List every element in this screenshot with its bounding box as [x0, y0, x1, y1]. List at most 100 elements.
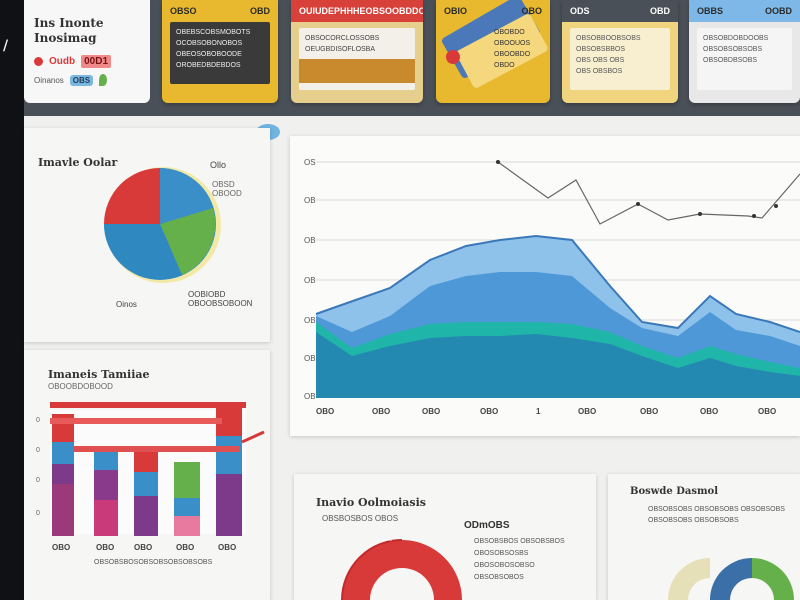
- bar-chart-panel: Imaneis Tamiiae OBOOBDOBOOD 0 0 0 0 OBO: [24, 350, 270, 600]
- mini-donut-segment: [710, 558, 752, 600]
- donut-chart-panel: Inavio Oolmoiasis OBSBOSBOS OBOS —·— ODm…: [294, 474, 596, 600]
- kpi-card-4-body: OBSOBBOOBSOBS OBSOBSBBOS OBS OBS OBS OBS…: [570, 28, 670, 90]
- bar-chart-footer: OBSOBSBOSOBSOBSOBSOBSOBS: [94, 559, 213, 566]
- area-series-base: [316, 332, 800, 398]
- kpi-card-3-head-left: OBIO: [444, 6, 468, 16]
- window-edge: /: [0, 0, 24, 600]
- pie-slice: [104, 168, 160, 224]
- brand-badge-text: Oudb: [49, 56, 76, 67]
- bar-chart-title: Imaneis Tamiiae: [48, 368, 150, 381]
- kpi-card-4-head-left: ODS: [570, 6, 590, 16]
- area-y-axis: OS OB OB OB OB OB OB: [304, 158, 316, 401]
- bar-segment: [134, 496, 158, 536]
- brand-card[interactable]: Ins Inonte Inosimag Oudb 00D1 Oinanos OB…: [24, 0, 150, 103]
- kpi-card-4-line: OBS OBSBOS: [576, 68, 623, 75]
- area-x-tick: 1: [536, 407, 541, 416]
- kpi-card-1-body: OBEBSCOBSMOBOTS OCOBSOBONOBOS OBEOSOBOBO…: [170, 22, 270, 84]
- kpi-card-5-line: OBSOBSOBSOBS: [703, 46, 763, 53]
- status-dot-icon: [34, 57, 43, 66]
- donut-inner-label: —·—: [378, 538, 392, 544]
- trend-point: [496, 160, 500, 164]
- trend-point: [698, 212, 702, 216]
- area-y-tick: OB: [304, 276, 316, 285]
- pin-icon: [446, 50, 460, 64]
- brand-title: Ins Inonte Inosimag: [34, 16, 104, 45]
- area-x-tick: OBO: [422, 407, 440, 416]
- pie-footer-right: OOBIOBD OBOOBSOBOON: [188, 290, 253, 308]
- kpi-card-1-head-left: OBSO: [170, 6, 197, 16]
- kpi-card-5-line: OBSOBDOBDOOBS: [703, 35, 769, 42]
- bar-segment: [94, 500, 118, 536]
- kpi-card-1-line: OCOBSOBONOBOS: [176, 40, 243, 47]
- kpi-card-3-line: OBOOUOS: [494, 40, 531, 47]
- kpi-card-2-body: OBSOCORCLOSSOBS OEUGBDISOFLOSBA: [299, 28, 415, 90]
- kpi-card-2-line: OEUGBDISOFLOSBA: [305, 46, 376, 53]
- mini-donut-segment: [752, 558, 794, 600]
- donut-chart: —·—: [341, 538, 462, 600]
- bar-chart: 0 0 0 0 OBO OBO OBO OBO OBO: [36, 402, 265, 566]
- kpi-card-4-line: OBSOBBOOBSOBS: [576, 35, 641, 42]
- bar-y-tick: 0: [36, 510, 40, 517]
- bar-highlight-band: [74, 446, 239, 452]
- kpi-card-3[interactable]: OBIO OBO OBOBDO OBOOUOS OBOOBDO OBDO: [436, 0, 550, 103]
- kpi-card-2-line: OBSOCORCLOSSOBS: [305, 35, 380, 42]
- kpi-card-1-line: OROBEDBDEBDOS: [176, 62, 241, 69]
- kpi-card-3-line: OBDO: [494, 62, 515, 69]
- kpi-card-1[interactable]: OBSO OBD OBEBSCOBSMOBOTS OCOBSOBONOBOS O…: [162, 0, 278, 103]
- pie-side-sublabel: OBSD OBOOD: [212, 180, 242, 198]
- bar-y-tick: 0: [36, 417, 40, 424]
- bar-y-tick: 0: [36, 477, 40, 484]
- area-y-tick: OB: [304, 354, 316, 363]
- pie-chart: [104, 167, 221, 283]
- bar-segment: [174, 516, 200, 536]
- mini-chart-title: Boswde Dasmol: [630, 486, 719, 497]
- kpi-card-1-head-right: OBD: [250, 6, 270, 16]
- kpi-card-5[interactable]: OBBS OOBD OBSOBDOBDOOBS OBSOBSOBSOBS OBS…: [689, 0, 800, 103]
- donut-chart-title: Inavio Oolmoiasis: [316, 496, 426, 509]
- kpi-card-3-line: OBOBDO: [494, 29, 525, 36]
- kpi-card-4-line: OBS OBS OBS: [576, 57, 625, 64]
- area-y-tick: OB: [304, 236, 316, 245]
- donut-legend-lines: OBSOBSBOS OBSOBSBOS OBOSOBSOSBS OBOSOBOS…: [474, 538, 565, 581]
- mini-chart-lines: OBSOBSOBS OBSOBSOBS OBSOBSOBS OBSOBSOBS …: [648, 506, 785, 524]
- kpi-card-2[interactable]: OUIUDEPHHHEOBS OOBDDOD OBSOCORCLOSSOBS O…: [291, 0, 423, 103]
- bar-chart-subtitle: OBOOBDOBOOD: [48, 382, 113, 391]
- bar-y-tick: 0: [36, 447, 40, 454]
- area-x-axis: OBO OBO OBO OBO 1 OBO OBO OBO OBO: [316, 407, 776, 416]
- trend-point: [636, 202, 640, 206]
- bar-segment: [52, 484, 74, 536]
- area-x-tick: OBO: [316, 407, 334, 416]
- donut-legend-title: ODmOBS: [464, 520, 510, 531]
- mini-chart-panel: Boswde Dasmol OBSOBSOBS OBSOBSOBS OBSOBS…: [608, 474, 800, 600]
- bar-segment: [216, 474, 242, 536]
- pie-footer-left: Oinos: [116, 300, 137, 309]
- area-chart: OS OB OB OB OB OB OB OBO OBO OBO OBO 1 O…: [304, 158, 800, 416]
- kpi-card-5-head-right: OOBD: [765, 6, 792, 16]
- area-x-tick: OBO: [578, 407, 596, 416]
- donut-chart-subtitle: OBSBOSBOS OBOS: [322, 514, 399, 523]
- area-series-upper-line: [315, 234, 800, 333]
- kpi-card-5-body: OBSOBDOBDOOBS OBSOBSOBSOBS OBSOBDBSOBS: [697, 28, 792, 90]
- trend-point: [774, 204, 778, 208]
- brand-footer-text: Oinanos: [34, 75, 64, 85]
- kpi-card-3-head-right: OBO: [521, 6, 542, 16]
- kpi-card-4[interactable]: ODS OBD OBSOBBOOBSOBS OBSOBSBBOS OBS OBS…: [562, 0, 678, 103]
- area-y-tick: OB: [304, 392, 316, 401]
- pie-slice: [104, 224, 182, 280]
- area-x-tick: OBO: [480, 407, 498, 416]
- area-y-tick: OB: [304, 196, 316, 205]
- kpi-card-4-head-right: OBD: [650, 6, 670, 16]
- trend-point: [752, 214, 756, 218]
- kpi-card-3-body: OBOBDO OBOOUOS OBOOBDO OBDO: [444, 22, 542, 84]
- area-chart-panel: OS OB OB OB OB OB OB OBO OBO OBO OBO 1 O…: [290, 136, 800, 436]
- kpi-card-4-line: OBSOBSBBOS: [576, 46, 626, 53]
- kpi-card-2-band: [299, 59, 415, 83]
- pie-chart-panel: Imavle Oolar Ollo OBSD OBOOD Oinos OOBIO…: [24, 128, 270, 342]
- kpi-card-1-line: OBEBSCOBSMOBOTS: [176, 29, 251, 36]
- bar-highlight-band: [50, 418, 222, 424]
- brand-badge-pill: 00D1: [81, 55, 112, 68]
- mini-donut-segment: [668, 558, 710, 600]
- bar-category-label: OBO: [134, 543, 152, 552]
- donut-edge: [341, 539, 403, 600]
- donut-segment: [342, 540, 462, 600]
